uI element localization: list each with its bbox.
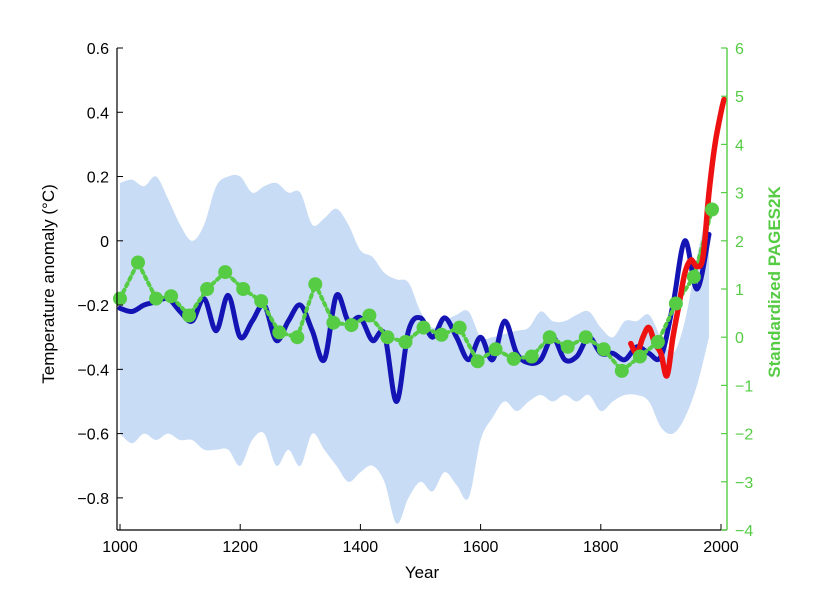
pages2k-point [452,320,467,335]
x-tick-label: 1600 [463,539,499,556]
pages2k-point [578,330,593,345]
y-tick-label-right: 1 [735,282,744,299]
pages2k-point [434,327,449,342]
pages2k-point [236,282,251,296]
x-tick-label: 2000 [703,539,739,556]
pages2k-point [650,335,665,349]
pages2k-point [614,363,629,378]
pages2k-point [596,342,611,357]
y-tick-label-left: 0.4 [87,105,109,122]
y-tick-label-left: −0.4 [77,362,109,379]
pages2k-point [149,291,164,306]
pages2k-point [290,330,305,345]
pages2k-point [398,335,413,349]
x-axis-title: Year [405,563,440,582]
y-tick-label-right: −1 [735,378,753,395]
pages2k-point [470,354,485,369]
pages2k-point [380,330,395,345]
y-tick-label-right: −4 [735,523,753,540]
reconstruction-line [117,231,712,405]
y-axis-title-left: Temperature anomaly (°C) [39,184,58,384]
y-tick-label-right: 0 [735,330,744,347]
pages2k-point [164,289,179,304]
y-tick-label-right: 5 [735,89,744,106]
pages2k-point [113,291,127,306]
uncertainty-band [120,174,709,524]
pages2k-point [344,318,359,333]
y-tick-label-left: −0.8 [77,491,109,508]
pages2k-point [362,308,377,323]
pages2k-point [686,269,701,284]
y-tick-label-right: 3 [735,186,744,203]
y-tick-label-left: 0 [100,234,109,251]
uncertainty-band-layer [120,174,709,524]
pages2k-point [416,320,431,335]
pages2k-point [705,202,719,217]
pages2k-point [182,308,197,323]
pages2k-point [542,330,557,345]
x-tick-label: 1000 [102,539,138,556]
pages2k-point [200,282,215,296]
y-tick-label-left: −0.2 [77,298,109,315]
x-tick-label: 1400 [343,539,379,556]
y-tick-label-left: 0.6 [87,41,109,58]
pages2k-point [524,349,539,364]
pages2k-line [118,207,714,374]
y-tick-label-right: 2 [735,234,744,251]
y-tick-label-right: −3 [735,475,753,492]
pages2k-point [632,349,647,364]
y-tick-label-left: 0.2 [87,170,109,187]
pages2k-point [668,296,683,311]
pages2k-point [506,351,521,366]
pages2k-point [308,277,323,292]
pages2k-point [254,294,269,309]
y-tick-label-right: 4 [735,137,744,154]
x-tick-label: 1800 [583,539,619,556]
y-axis-title-right: Standardized PAGES2K [765,186,784,378]
pages2k-point [218,265,233,280]
y-tick-label-right: −2 [735,427,753,444]
pages2k-point [488,342,503,357]
y-tick-label-right: 6 [735,41,744,58]
pages2k-point [272,325,287,340]
y-tick-label-left: −0.6 [77,427,109,444]
axes-layer: 1000 1200 1400 1600 1800 2000−0.8−0.6−0.4−0.2… [77,41,753,556]
pages2k-point [560,339,575,354]
pages2k-point [326,315,341,330]
pages2k-points-layer [113,202,719,378]
pages2k-point [131,255,145,270]
x-tick-label: 1200 [222,539,258,556]
